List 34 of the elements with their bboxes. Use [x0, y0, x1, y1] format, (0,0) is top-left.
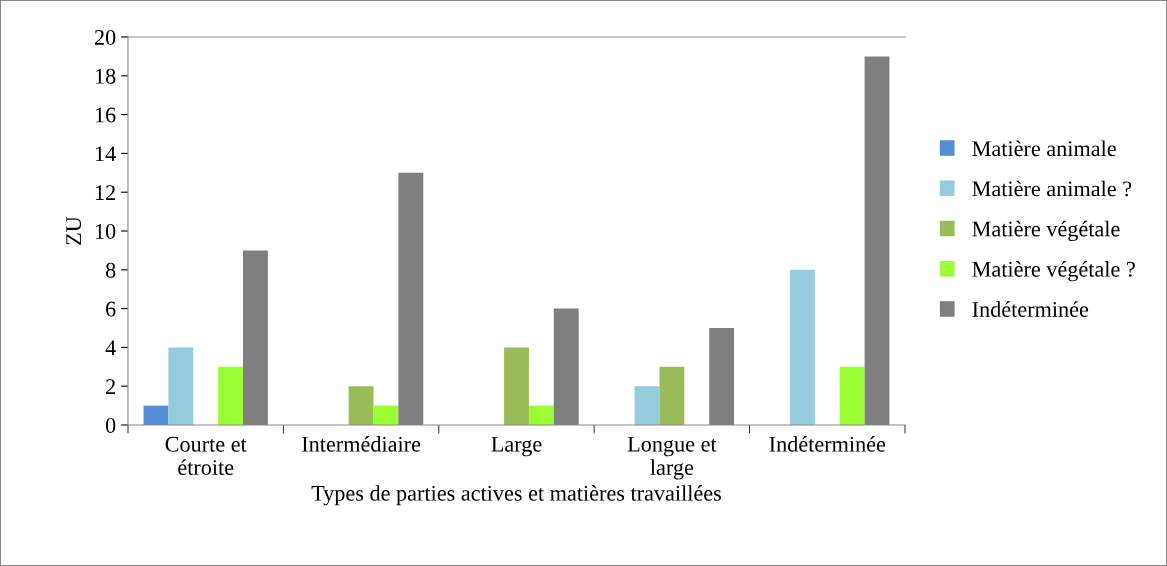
y-tick-label: 18	[95, 68, 116, 84]
y-tick-label: 16	[95, 107, 116, 123]
bar	[839, 366, 865, 425]
y-tick-label: 8	[105, 262, 116, 278]
bar	[218, 366, 243, 425]
y-tick-label: 20	[94, 29, 116, 45]
x-tick-label: Intermédiaire	[302, 436, 421, 452]
bar	[373, 405, 399, 425]
y-tick-label: 2	[106, 379, 115, 394]
legend-label: Matière animale ?	[972, 180, 1132, 197]
x-tick-label: Large	[491, 436, 542, 457]
y-tick-label: 14	[95, 146, 116, 162]
bar	[790, 269, 815, 425]
y-tick-label: 12	[95, 185, 115, 200]
bar	[143, 405, 169, 425]
y-tick-label: 10	[95, 223, 116, 239]
y-tick-label: 0	[105, 417, 116, 433]
legend-label: Matière végétale ?	[972, 261, 1135, 282]
bar	[634, 386, 660, 425]
x-tick-label: Courte et étroite	[165, 436, 247, 475]
x-tick-label: Longue et large	[627, 436, 717, 480]
legend-label: Matière animale	[972, 140, 1116, 157]
x-axis-title: Types de parties actives et matières travaillées	[311, 485, 721, 506]
x-tick-label: Indéterminée	[769, 436, 886, 452]
y-tick-label: 4	[105, 340, 116, 356]
bar	[348, 386, 374, 425]
bar	[659, 366, 685, 425]
bar	[168, 347, 194, 425]
bar	[528, 405, 554, 425]
y-tick-label: 6	[106, 301, 116, 317]
bar	[504, 347, 529, 425]
legend-label: Indéterminée	[972, 301, 1089, 317]
legend-label: Matière végétale	[972, 220, 1120, 242]
y-axis-title: ZU	[66, 216, 82, 245]
